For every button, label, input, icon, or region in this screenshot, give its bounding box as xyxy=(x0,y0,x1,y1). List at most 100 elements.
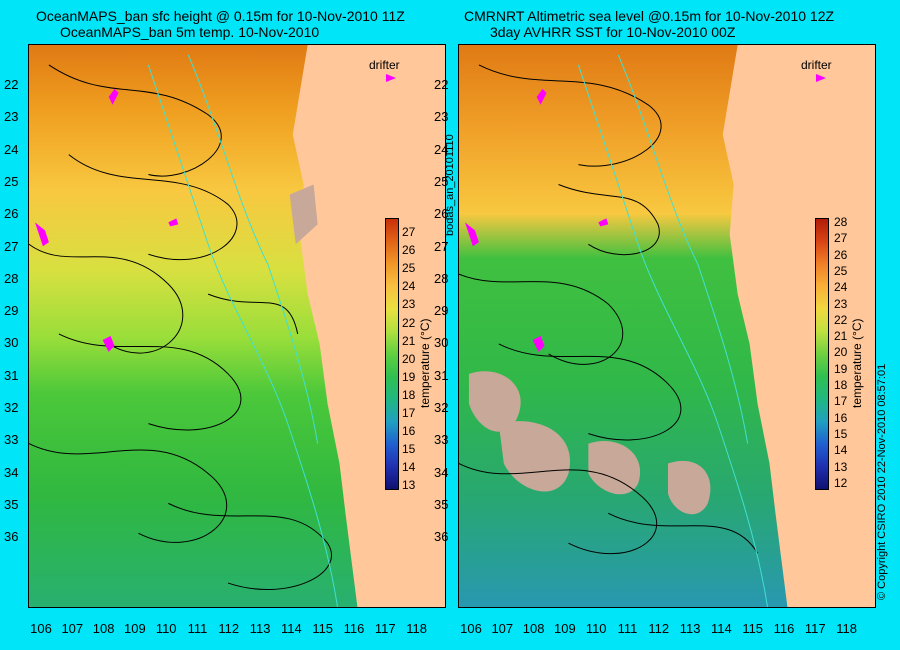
colorbar-tick-label: 13 xyxy=(402,478,416,493)
colorbar-tick-label: 21 xyxy=(402,333,416,348)
latitude-tick-label: 24 xyxy=(434,141,449,157)
right-map-panel xyxy=(458,44,876,608)
left-drifter-legend: drifter xyxy=(369,58,400,72)
colorbar-tick-label: 16 xyxy=(402,424,416,439)
latitude-tick-label: 34 xyxy=(4,464,19,480)
colorbar-tick-label: 18 xyxy=(834,378,848,392)
latitude-tick-label: 23 xyxy=(434,109,449,125)
left-map-panel xyxy=(28,44,446,608)
colorbar-tick-label: 21 xyxy=(834,329,848,344)
colorbar-tick-label: 19 xyxy=(402,369,416,384)
latitude-tick-label: 35 xyxy=(4,496,19,512)
colorbar-tick-label: 18 xyxy=(402,387,416,402)
latitude-tick-label: 22 xyxy=(4,77,19,92)
latitude-tick-label: 31 xyxy=(4,367,19,383)
colorbar-tick-label: 14 xyxy=(834,443,848,458)
colorbar-tick-label: 19 xyxy=(834,361,848,376)
latitude-tick-label: 33 xyxy=(4,432,19,448)
right-map-image xyxy=(459,45,875,607)
right-drifter-icon xyxy=(816,74,826,82)
latitude-tick-label: 30 xyxy=(434,335,449,351)
longitude-tick-label: 108 xyxy=(522,621,545,636)
drifter-legend-label: drifter xyxy=(801,58,832,72)
latitude-tick-label: 26 xyxy=(4,206,19,222)
longitude-tick-label: 106 xyxy=(30,621,52,636)
left-title-line2: OceanMAPS_ban 5m temp. 10-Nov-2010 xyxy=(60,24,320,40)
left-colorbar-title: temperature (°C) xyxy=(418,318,432,409)
latitude-tick-label: 32 xyxy=(4,400,19,415)
colorbar-tick-label: 22 xyxy=(834,312,848,327)
latitude-tick-label: 36 xyxy=(434,529,449,545)
longitude-tick-label: 113 xyxy=(249,621,271,636)
longitude-tick-label: 108 xyxy=(92,621,115,636)
longitude-tick-label: 106 xyxy=(460,621,482,636)
longitude-tick-label: 116 xyxy=(773,621,795,636)
longitude-tick-label: 117 xyxy=(374,621,396,636)
drifter-legend-label: drifter xyxy=(369,58,400,72)
longitude-tick-label: 118 xyxy=(836,621,857,636)
latitude-tick-label: 27 xyxy=(4,238,19,254)
latitude-tick-label: 30 xyxy=(4,335,19,351)
left-colorbar xyxy=(385,218,399,490)
colorbar-tick-label: 20 xyxy=(834,345,848,360)
copyright-label: © Copyright CSIRO 2010 22-Nov-2010 08:57… xyxy=(876,363,888,600)
colorbar-tick-label: 27 xyxy=(834,231,848,246)
colorbar-tick-label: 26 xyxy=(402,243,416,258)
longitude-tick-label: 115 xyxy=(742,621,764,636)
right-title-line2: 3day AVHRR SST for 10-Nov-2010 00Z xyxy=(490,24,736,40)
right-colorbar-title: temperature (°C) xyxy=(850,318,864,409)
longitude-tick-label: 115 xyxy=(312,621,334,636)
longitude-tick-label: 107 xyxy=(491,621,514,636)
latitude-tick-label: 25 xyxy=(4,173,19,189)
longitude-tick-label: 116 xyxy=(343,621,365,636)
left-title-line1: OceanMAPS_ban sfc height @ 0.15m for 10-… xyxy=(36,8,405,24)
longitude-tick-label: 111 xyxy=(187,621,208,636)
longitude-tick-label: 110 xyxy=(585,621,607,636)
colorbar-tick-label: 13 xyxy=(834,459,848,474)
longitude-tick-label: 118 xyxy=(406,621,427,636)
longitude-tick-label: 109 xyxy=(554,621,576,636)
latitude-tick-label: 24 xyxy=(4,141,19,157)
latitude-tick-label: 26 xyxy=(434,206,449,222)
latitude-tick-label: 27 xyxy=(434,238,449,254)
latitude-tick-label: 36 xyxy=(4,529,19,545)
longitude-tick-label: 110 xyxy=(155,621,177,636)
latitude-tick-label: 33 xyxy=(434,432,449,448)
longitude-tick-label: 111 xyxy=(617,621,638,636)
longitude-tick-label: 113 xyxy=(679,621,701,636)
longitude-tick-label: 112 xyxy=(218,621,240,636)
latitude-tick-label: 28 xyxy=(4,270,19,286)
longitude-tick-label: 107 xyxy=(61,621,84,636)
longitude-tick-label: 117 xyxy=(804,621,826,636)
colorbar-tick-label: 15 xyxy=(402,442,416,457)
right-title-line1: CMRNRT Altimetric sea level @0.15m for 1… xyxy=(464,8,835,24)
colorbar-tick-label: 24 xyxy=(834,280,848,295)
latitude-tick-label: 23 xyxy=(4,109,19,125)
colorbar-tick-label: 23 xyxy=(402,297,416,312)
colorbar-tick-label: 15 xyxy=(834,426,848,441)
colorbar-tick-label: 27 xyxy=(402,225,416,239)
longitude-tick-label: 114 xyxy=(281,621,302,636)
colorbar-tick-label: 12 xyxy=(834,475,848,490)
right-colorbar xyxy=(815,218,829,490)
colorbar-tick-label: 28 xyxy=(834,215,848,229)
latitude-tick-label: 22 xyxy=(434,77,449,92)
left-drifter-icon xyxy=(386,74,396,82)
longitude-tick-label: 114 xyxy=(711,621,732,636)
right-drifter-legend: drifter xyxy=(801,58,832,72)
colorbar-tick-label: 26 xyxy=(834,247,848,262)
colorbar-tick-label: 17 xyxy=(402,406,416,420)
colorbar-tick-label: 23 xyxy=(834,296,848,311)
latitude-tick-label: 28 xyxy=(434,270,449,286)
latitude-tick-label: 29 xyxy=(434,303,449,319)
latitude-tick-label: 29 xyxy=(4,303,19,319)
colorbar-tick-label: 25 xyxy=(834,263,848,278)
left-map-image xyxy=(29,45,445,607)
colorbar-tick-label: 14 xyxy=(402,460,416,475)
latitude-tick-label: 35 xyxy=(434,496,449,512)
longitude-tick-label: 109 xyxy=(124,621,146,636)
longitude-tick-label: 112 xyxy=(648,621,670,636)
colorbar-tick-label: 25 xyxy=(402,261,416,276)
colorbar-tick-label: 20 xyxy=(402,351,416,366)
